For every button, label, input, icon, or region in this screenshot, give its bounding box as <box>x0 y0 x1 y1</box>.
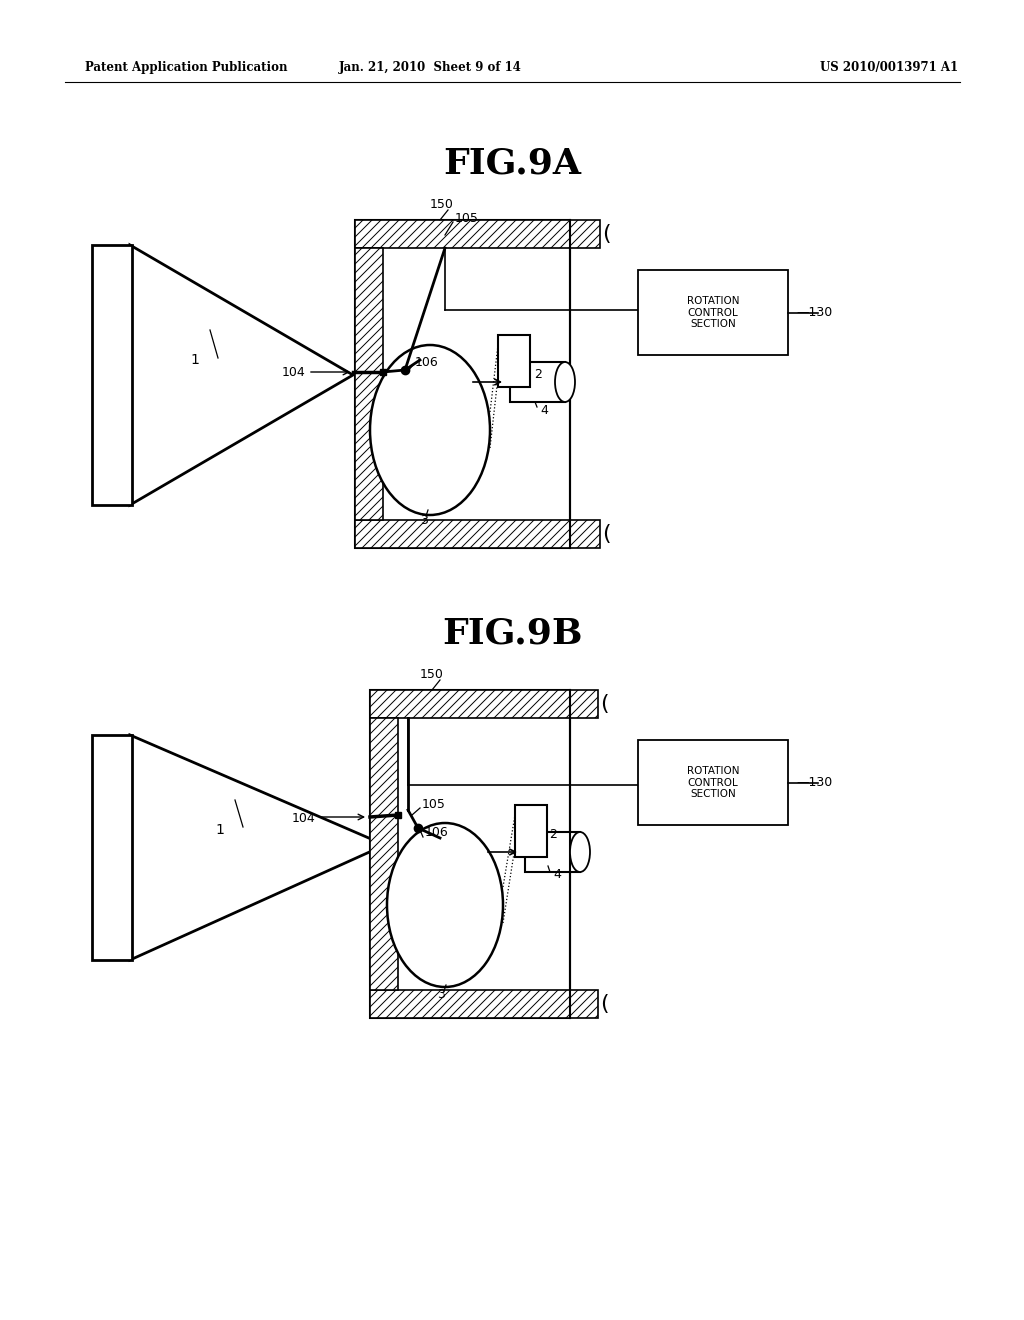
Ellipse shape <box>555 362 575 403</box>
Text: 105: 105 <box>455 211 479 224</box>
Bar <box>370 690 570 718</box>
Bar <box>570 520 600 548</box>
Bar <box>370 718 398 990</box>
Bar <box>370 990 570 1018</box>
Ellipse shape <box>570 832 590 873</box>
Bar <box>355 248 383 520</box>
Bar <box>570 690 598 718</box>
Text: ROTATION
CONTROL
SECTION: ROTATION CONTROL SECTION <box>687 766 739 799</box>
Bar <box>370 990 570 1018</box>
Bar <box>355 248 383 520</box>
Bar <box>355 220 570 248</box>
Text: 106: 106 <box>415 355 438 368</box>
Bar <box>370 690 570 1018</box>
Polygon shape <box>130 735 385 960</box>
Text: 1: 1 <box>215 822 224 837</box>
Text: 150: 150 <box>430 198 454 211</box>
Bar <box>355 520 570 548</box>
Text: 106: 106 <box>425 826 449 840</box>
Bar <box>570 690 598 718</box>
Text: FIG.9B: FIG.9B <box>441 616 583 649</box>
Text: FIG.9A: FIG.9A <box>443 147 581 180</box>
Text: (: ( <box>602 524 610 544</box>
Bar <box>570 220 600 248</box>
Text: 105: 105 <box>422 799 445 812</box>
Text: 104: 104 <box>282 366 305 379</box>
Text: Patent Application Publication: Patent Application Publication <box>85 62 288 74</box>
Text: 1: 1 <box>190 352 199 367</box>
Text: 150: 150 <box>420 668 443 681</box>
Text: Jan. 21, 2010  Sheet 9 of 14: Jan. 21, 2010 Sheet 9 of 14 <box>339 62 521 74</box>
Bar <box>355 220 570 248</box>
Bar <box>92 735 132 960</box>
Bar <box>92 246 132 506</box>
Bar <box>510 362 565 403</box>
Bar <box>570 220 600 248</box>
Text: (: ( <box>602 224 610 244</box>
Bar <box>638 741 788 825</box>
Text: US 2010/0013971 A1: US 2010/0013971 A1 <box>820 62 958 74</box>
Text: —130: —130 <box>796 776 833 789</box>
Ellipse shape <box>387 822 503 987</box>
Text: ROTATION
CONTROL
SECTION: ROTATION CONTROL SECTION <box>687 296 739 329</box>
Ellipse shape <box>370 345 490 515</box>
Polygon shape <box>130 246 353 506</box>
Bar <box>370 718 398 990</box>
Bar <box>638 271 788 355</box>
Text: 2: 2 <box>549 829 557 842</box>
Text: —130: —130 <box>796 306 833 319</box>
Bar <box>570 990 598 1018</box>
Bar <box>515 805 547 857</box>
Text: 3: 3 <box>420 513 428 527</box>
Text: 4: 4 <box>540 404 548 417</box>
Bar <box>570 520 600 548</box>
Text: 104: 104 <box>291 812 315 825</box>
Bar <box>355 520 570 548</box>
Text: (: ( <box>600 694 608 714</box>
Bar <box>570 990 598 1018</box>
Text: 2: 2 <box>534 368 542 381</box>
Text: 3: 3 <box>437 989 444 1002</box>
Bar <box>498 335 530 387</box>
Text: (: ( <box>600 994 608 1014</box>
Text: 4: 4 <box>553 869 561 882</box>
Bar <box>370 690 570 718</box>
Bar <box>355 220 570 548</box>
Bar <box>525 832 580 873</box>
